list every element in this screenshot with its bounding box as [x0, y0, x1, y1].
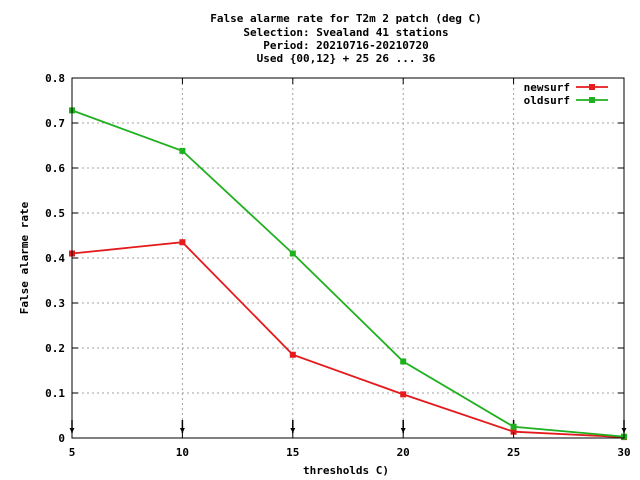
x-axis-ticks: 5 10 15 20 25 30 [69, 78, 631, 459]
threshold-marker-20 [400, 420, 406, 433]
x-tick-label-10: 10 [176, 446, 189, 459]
series-line-oldsurf [71, 109, 625, 438]
y-axis-label: False alarme rate [18, 201, 31, 314]
data-point-oldsurf-20 [400, 358, 407, 365]
data-point-oldsurf-10 [179, 147, 186, 154]
x-tick-label-15: 15 [286, 446, 299, 459]
y-tick-label-4: 0.4 [45, 252, 65, 265]
y-tick-label-7: 0.7 [45, 117, 65, 130]
legend-item-oldsurf: oldsurf [524, 94, 608, 107]
data-point-newsurf-20 [400, 391, 407, 398]
x-tick-label-20: 20 [397, 446, 410, 459]
threshold-markers [69, 420, 627, 433]
data-point-oldsurf-25 [510, 423, 517, 430]
y-axis-ticks: 0 0.1 0.2 0.3 0.4 0.5 0.6 0.7 0.8 [45, 72, 624, 445]
y-tick-label-8: 0.8 [45, 72, 65, 85]
y-tick-label-3: 0.3 [45, 297, 65, 310]
y-tick-label-5: 0.5 [45, 207, 65, 220]
chart-title-line-4: Used {00,12} + 25 26 ... 36 [257, 52, 436, 65]
legend-label-newsurf: newsurf [524, 81, 570, 94]
y-tick-label-1: 0.1 [45, 387, 65, 400]
data-point-oldsurf-15 [289, 250, 296, 257]
threshold-marker-10 [179, 420, 185, 433]
x-axis-label: thresholds C) [303, 464, 389, 477]
threshold-marker-15 [290, 420, 296, 433]
data-point-newsurf-15 [289, 351, 296, 358]
chart-title-line-3: Period: 20210716-20210720 [263, 39, 429, 52]
x-tick-label-30: 30 [617, 446, 630, 459]
legend-marker-newsurf [589, 84, 595, 90]
legend-marker-oldsurf [589, 97, 595, 103]
data-series [69, 107, 627, 441]
chart-title-line-1: False alarme rate for T2m 2 patch (deg C… [210, 12, 482, 25]
grid-lines [72, 78, 624, 438]
legend-item-newsurf: newsurf [524, 81, 608, 94]
chart-title-line-2: Selection: Svealand 41 stations [243, 26, 448, 39]
x-tick-label-5: 5 [69, 446, 76, 459]
legend-label-oldsurf: oldsurf [524, 94, 570, 107]
y-tick-label-2: 0.2 [45, 342, 65, 355]
y-tick-label-0: 0 [58, 432, 65, 445]
y-tick-label-6: 0.6 [45, 162, 65, 175]
data-point-newsurf-10 [179, 239, 186, 246]
x-tick-label-25: 25 [507, 446, 520, 459]
chart-title: False alarme rate for T2m 2 patch (deg C… [210, 12, 482, 65]
series-line-newsurf [71, 241, 625, 438]
data-point-newsurf-25 [510, 428, 517, 435]
